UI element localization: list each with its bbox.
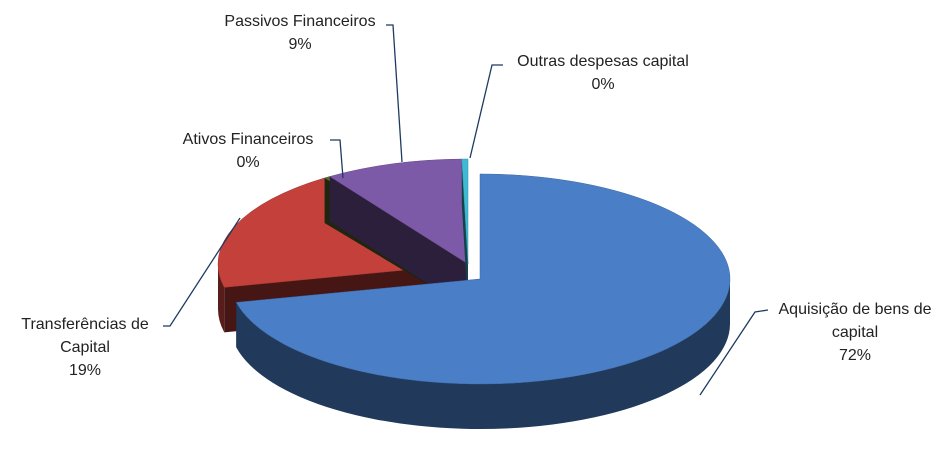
value-label: 9% [288, 36, 312, 53]
category-label: Outras despesas capital [517, 53, 689, 70]
value-label: 0% [591, 76, 615, 93]
leader-line [330, 139, 344, 179]
slice [235, 173, 731, 385]
slice-label: Passivos Financeiros 9% [200, 10, 400, 56]
slice-edge [329, 176, 468, 309]
value-label: 0% [236, 154, 260, 171]
slice-label: Ativos Financeiros 0% [148, 128, 348, 174]
slice-side [236, 279, 731, 430]
slice [329, 158, 469, 265]
slice-edge [461, 159, 468, 309]
category-label: Transferências de Capital [21, 316, 149, 356]
leader-line [469, 64, 503, 159]
slice-label: Outras despesas capital 0% [493, 50, 713, 96]
slice-label: Transferências de Capital 19% [5, 313, 165, 382]
leader-line [386, 24, 403, 163]
leader-line [699, 309, 769, 396]
slice-label: Aquisição de bens de capital 72% [765, 298, 945, 367]
slice-side [218, 264, 225, 333]
category-label: Passivos Financeiros [224, 13, 376, 30]
value-label: 72% [838, 347, 872, 364]
slice [461, 158, 469, 265]
leader-line [163, 217, 241, 327]
value-label: 19% [68, 362, 102, 379]
category-label: Aquisição de bens de capital [778, 301, 932, 341]
category-label: Ativos Financeiros [182, 131, 314, 148]
